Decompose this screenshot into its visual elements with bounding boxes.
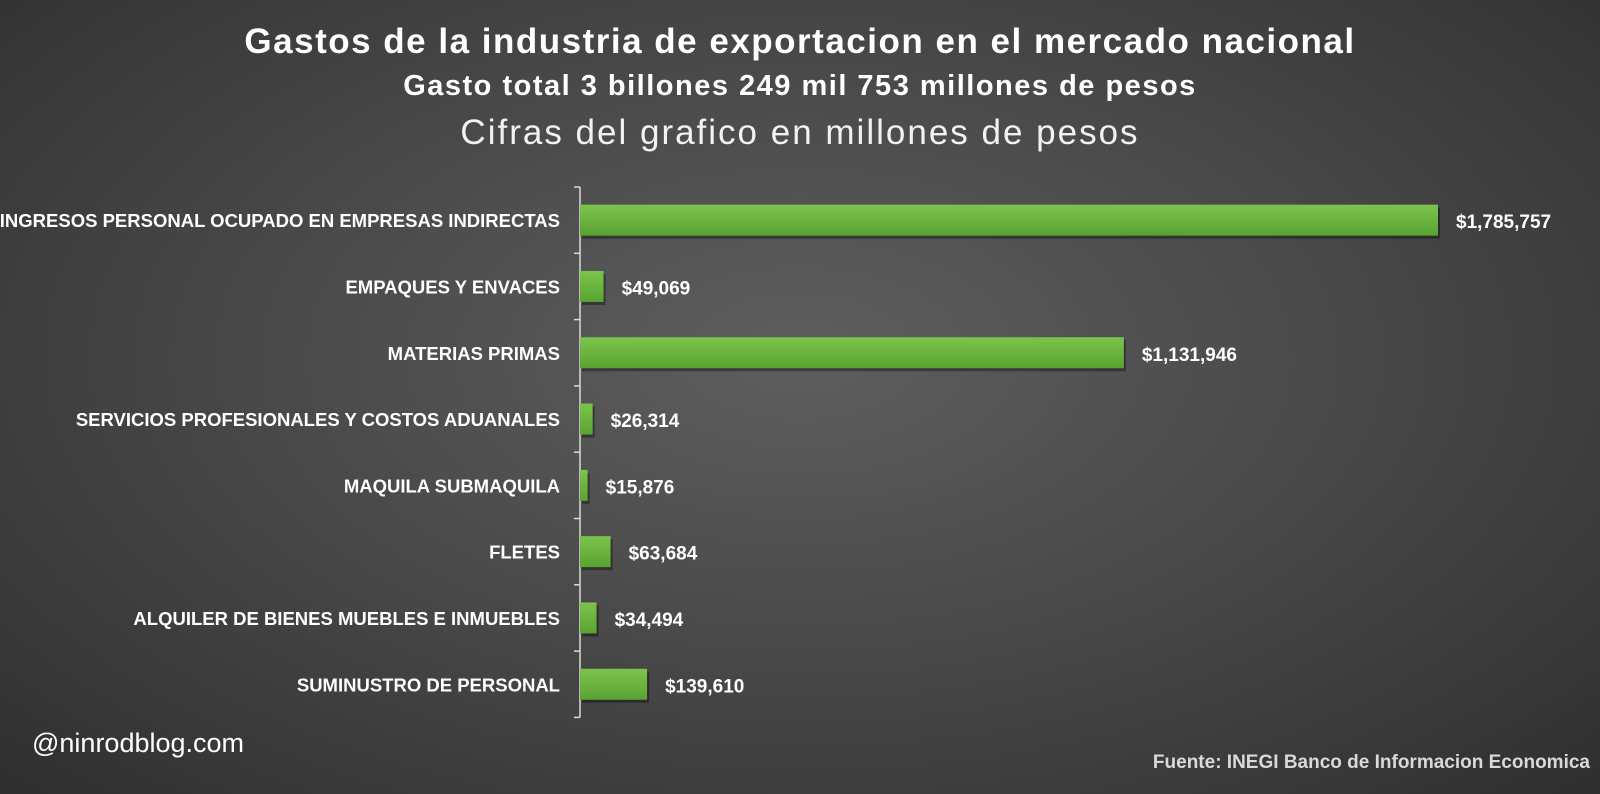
category-label: FLETES	[489, 542, 560, 563]
source-note: Fuente: INEGI Banco de Informacion Econo…	[1152, 752, 1590, 773]
data-label: $1,131,946	[1142, 345, 1237, 366]
category-label: MATERIAS PRIMAS	[388, 343, 560, 364]
data-label: $34,494	[615, 610, 684, 631]
watermark-text: @ninrodblog.com	[32, 728, 245, 758]
bar	[580, 536, 611, 568]
data-label: $139,610	[665, 676, 744, 697]
chart-title: Gastos de la industria de exportacion en…	[244, 22, 1356, 61]
bar	[580, 270, 604, 302]
bar	[580, 602, 597, 634]
data-label: $15,876	[606, 477, 675, 498]
chart-units-note: Cifras del grafico en millones de pesos	[460, 113, 1140, 152]
category-label: INGRESOS PERSONAL OCUPADO EN EMPRESAS IN…	[0, 210, 560, 231]
data-label: $1,785,757	[1456, 212, 1551, 233]
data-label: $63,684	[629, 544, 698, 565]
bar	[580, 337, 1124, 369]
bar	[580, 469, 588, 501]
bar	[580, 668, 648, 700]
category-label: ALQUILER DE BIENES MUEBLES E INMUEBLES	[133, 608, 560, 629]
bar	[580, 403, 593, 435]
bar	[580, 204, 1438, 236]
category-label: MAQUILA SUBMAQUILA	[344, 475, 560, 496]
category-label: SUMINUSTRO DE PERSONAL	[297, 674, 560, 695]
chart-subtitle: Gasto total 3 billones 249 mil 753 millo…	[403, 70, 1197, 102]
data-label: $49,069	[622, 278, 691, 299]
data-label: $26,314	[611, 411, 680, 432]
category-label: EMPAQUES Y ENVACES	[345, 276, 560, 297]
category-label: SERVICIOS PROFESIONALES Y COSTOS ADUANAL…	[76, 409, 560, 430]
